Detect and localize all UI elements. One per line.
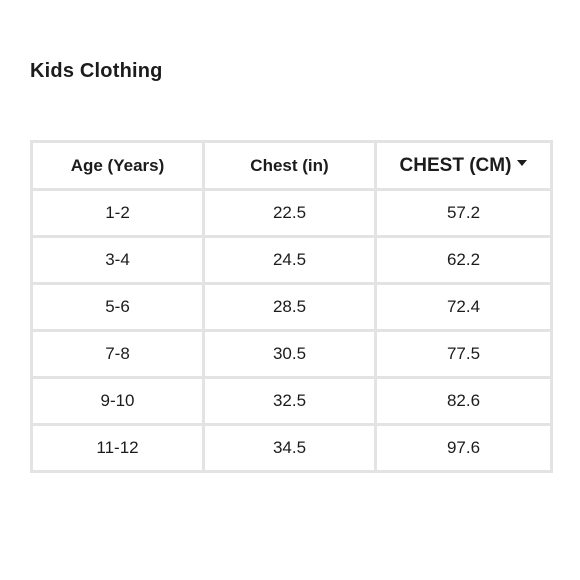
cell-age: 9-10 bbox=[30, 376, 205, 426]
page-title: Kids Clothing bbox=[30, 60, 163, 82]
cell-chest-cm: 72.4 bbox=[374, 282, 553, 332]
table-header-row: Age (Years) Chest (in) CHEST (CM) bbox=[30, 140, 553, 191]
table-row: 5-6 28.5 72.4 bbox=[30, 282, 553, 332]
column-header-chest-cm[interactable]: CHEST (CM) bbox=[374, 140, 553, 191]
table-row: 3-4 24.5 62.2 bbox=[30, 235, 553, 285]
caret-down-icon[interactable] bbox=[517, 160, 528, 167]
column-header-label: Age (Years) bbox=[70, 155, 165, 175]
table-row: 11-12 34.5 97.6 bbox=[30, 423, 553, 473]
cell-age: 3-4 bbox=[30, 235, 205, 285]
cell-chest-in: 24.5 bbox=[202, 235, 377, 285]
table-row: 1-2 22.5 57.2 bbox=[30, 188, 553, 238]
table-row: 7-8 30.5 77.5 bbox=[30, 329, 553, 379]
column-header-label: CHEST (CM) bbox=[399, 154, 512, 176]
column-header-label: Chest (in) bbox=[250, 155, 329, 175]
table-row: 9-10 32.5 82.6 bbox=[30, 376, 553, 426]
cell-age: 7-8 bbox=[30, 329, 205, 379]
cell-chest-in: 28.5 bbox=[202, 282, 377, 332]
column-header-chest-in: Chest (in) bbox=[202, 140, 377, 191]
cell-chest-in: 32.5 bbox=[202, 376, 377, 426]
cell-age: 1-2 bbox=[30, 188, 205, 238]
cell-chest-cm: 77.5 bbox=[374, 329, 553, 379]
column-header-age: Age (Years) bbox=[30, 140, 205, 191]
size-chart-table: Age (Years) Chest (in) CHEST (CM) 1-2 22… bbox=[30, 140, 553, 473]
cell-chest-in: 34.5 bbox=[202, 423, 377, 473]
cell-chest-cm: 57.2 bbox=[374, 188, 553, 238]
cell-chest-cm: 97.6 bbox=[374, 423, 553, 473]
cell-age: 5-6 bbox=[30, 282, 205, 332]
cell-chest-in: 30.5 bbox=[202, 329, 377, 379]
cell-chest-cm: 62.2 bbox=[374, 235, 553, 285]
cell-chest-in: 22.5 bbox=[202, 188, 377, 238]
cell-age: 11-12 bbox=[30, 423, 205, 473]
cell-chest-cm: 82.6 bbox=[374, 376, 553, 426]
